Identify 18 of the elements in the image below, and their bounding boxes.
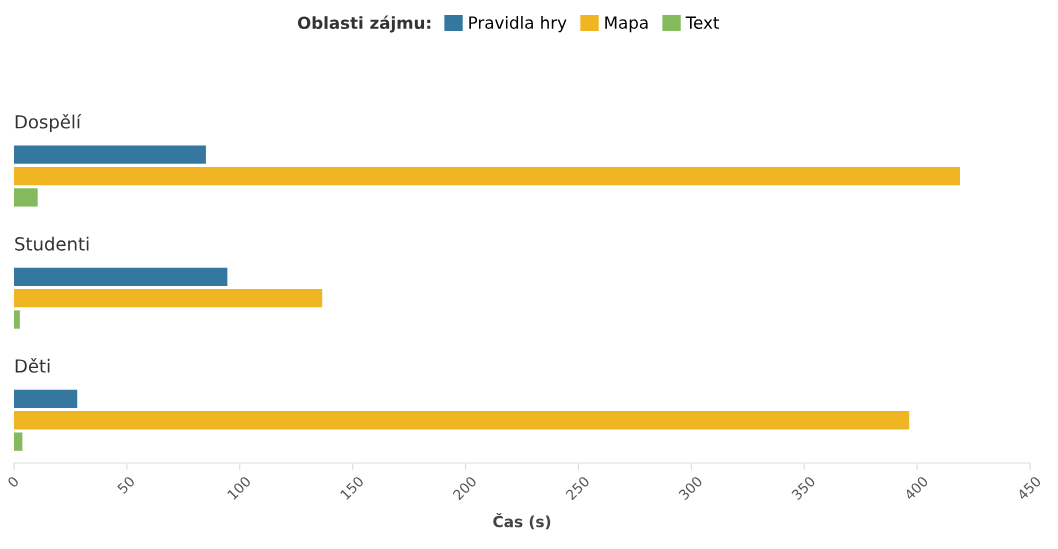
x-tick-label: 200	[452, 475, 478, 501]
x-tick-label: 0	[6, 475, 20, 489]
legend-label: Mapa	[605, 16, 648, 33]
y-tick-label: Děti	[15, 358, 50, 373]
legend-title: Oblasti zájmu:	[297, 15, 431, 33]
x-tick-label: 150	[339, 475, 365, 501]
legend-label: Text	[685, 16, 720, 29]
x-tick-label: 250	[565, 475, 591, 501]
x-tick-label: 300	[678, 475, 703, 501]
x-tick-label: 50	[116, 475, 136, 495]
legend-label: Pravidla hry	[469, 16, 567, 33]
x-tick-label: 350	[791, 475, 816, 501]
y-tick-label: Studenti	[15, 236, 89, 251]
x-tick-label: 100	[226, 475, 252, 501]
x-tick-label: 400	[903, 475, 929, 501]
x-tick-label: 450	[1016, 475, 1042, 501]
y-tick-label: Dospělí	[15, 113, 82, 133]
x-axis-title: Čas (s)	[493, 513, 551, 530]
